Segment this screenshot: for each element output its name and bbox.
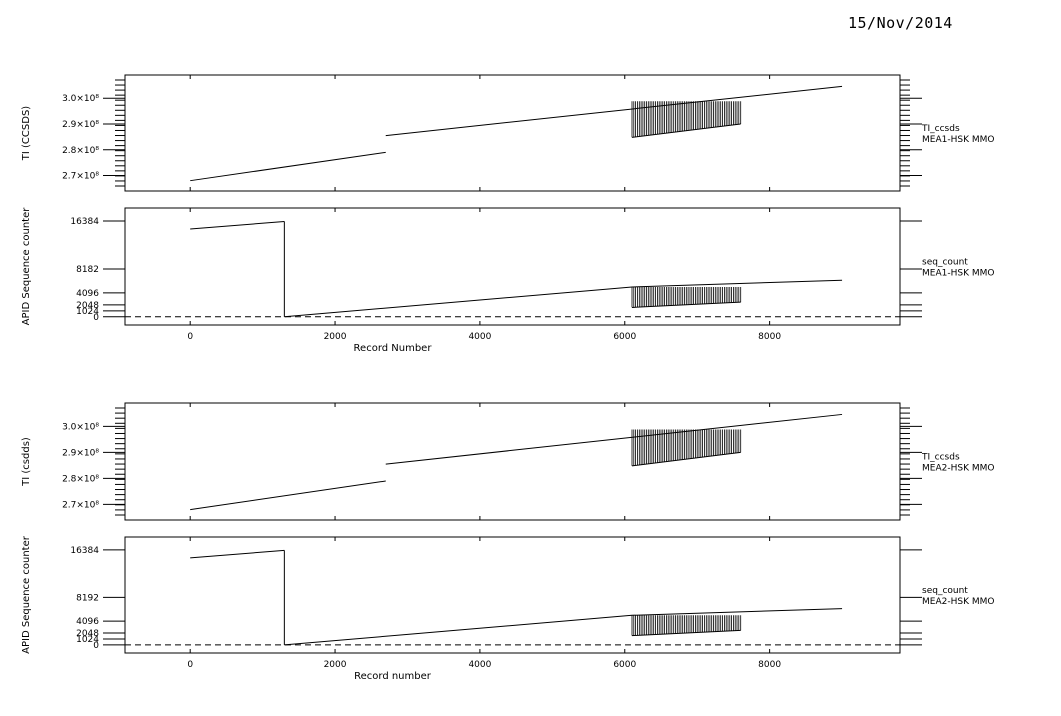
- panel-4-series-line: [190, 549, 285, 559]
- panel-1-ytick-label: 2.9×10⁸: [62, 120, 99, 130]
- panel-1-legend-source: MEA1-HSK MMO: [922, 135, 994, 145]
- panel-1-comb-bottom: [631, 123, 741, 138]
- panel-2-xtick-label: 2000: [324, 332, 347, 342]
- panel-2-ytick-label: 8182: [76, 265, 99, 275]
- panel-4-ylabel: APID Sequence counter: [21, 535, 32, 654]
- panel-4-series-line: [631, 608, 843, 616]
- panel-1-series-line: [385, 85, 843, 137]
- panel-3-ytick-label: 2.9×10⁸: [62, 448, 99, 458]
- panel-2-series-line: [284, 286, 633, 318]
- panel-2-xtick-label: 8000: [758, 332, 781, 342]
- panel-2-ytick-label: 16384: [70, 217, 99, 227]
- panel-1-ytick-label: 2.7×10⁸: [62, 172, 99, 182]
- panel-3-ylabel: TI (csdds): [21, 437, 32, 487]
- panel-3-legend-source: MEA2-HSK MMO: [922, 464, 994, 474]
- panel-4-xtick-label: 2000: [324, 660, 347, 670]
- panel-1-ytick-label: 2.8×10⁸: [62, 146, 99, 156]
- panel-1-comb-lines: [631, 101, 742, 138]
- panel-2-legend-source: MEA1-HSK MMO: [922, 269, 994, 279]
- panel-2-ytick-label: 2048: [76, 301, 99, 311]
- panel-1-ylabel: TI (CCSDS): [21, 106, 32, 161]
- panel-4-ytick-label: 8192: [76, 593, 99, 603]
- panel-3-ytick-label: 2.8×10⁸: [62, 474, 99, 484]
- panel-3-series-line: [385, 413, 843, 465]
- panel-3-legend-name: TI_ccsds: [921, 453, 960, 463]
- panel-2-legend-name: seq_count: [922, 258, 968, 268]
- panel-4-legend-source: MEA2-HSK MMO: [922, 597, 994, 607]
- panel-2-ylabel: APID Sequence counter: [21, 207, 32, 326]
- panel-2-xtick-label: 6000: [613, 332, 636, 342]
- panel-4-frame: [124, 536, 901, 654]
- panel-2-comb-bottom: [631, 301, 741, 308]
- panel-4-ytick-label: 2048: [76, 629, 99, 639]
- panel-4-ytick-label: 16384: [70, 546, 99, 556]
- panel-3-series-line: [190, 480, 386, 511]
- panel-4-ytick-label: 1024: [76, 635, 99, 645]
- panel-4-xtick-label: 4000: [468, 660, 491, 670]
- panel-4-xtick-label: 6000: [613, 660, 636, 670]
- panel-3-ytick-label: 2.7×10⁸: [62, 500, 99, 510]
- panel-4-ytick-label: 0: [93, 641, 99, 651]
- panel-2-series-line: [190, 220, 285, 230]
- panel-4-ytick-label: 4096: [76, 617, 99, 627]
- panel-2-comb-lines: [631, 287, 742, 308]
- panel-2-ytick-label: 4096: [76, 289, 99, 299]
- panel-4-series-line: [284, 614, 633, 646]
- panel-1-legend-name: TI_ccsds: [921, 124, 960, 134]
- panel-4-xlabel: Record number: [354, 671, 432, 682]
- panel-2-xlabel: Record Number: [354, 343, 433, 354]
- panel-3-ytick-label: 3.0×10⁸: [62, 422, 99, 432]
- panel-2-ytick-label: 1024: [76, 307, 99, 317]
- panel-2-ytick-label: 0: [93, 313, 99, 323]
- panel-4-legend-name: seq_count: [922, 586, 968, 596]
- panel-1-ytick-label: 3.0×10⁸: [62, 94, 99, 104]
- panel-4-xtick-label: 0: [187, 660, 193, 670]
- panel-2-xtick-label: 4000: [468, 332, 491, 342]
- panel-1-series-line: [190, 151, 386, 182]
- report-date: 15/Nov/2014: [848, 14, 953, 32]
- panel-3-comb-bottom: [631, 451, 741, 467]
- panel-4-xtick-label: 8000: [758, 660, 781, 670]
- panel-1-frame: [124, 74, 901, 192]
- panel-4-comb-lines: [631, 615, 742, 636]
- panel-2-series-line: [631, 279, 843, 288]
- panel-3-comb-lines: [631, 429, 742, 466]
- panel-3-frame: [124, 402, 901, 521]
- panel-4-comb-bottom: [631, 629, 741, 637]
- panel-2-xtick-label: 0: [187, 332, 193, 342]
- panel-2-frame: [124, 207, 901, 326]
